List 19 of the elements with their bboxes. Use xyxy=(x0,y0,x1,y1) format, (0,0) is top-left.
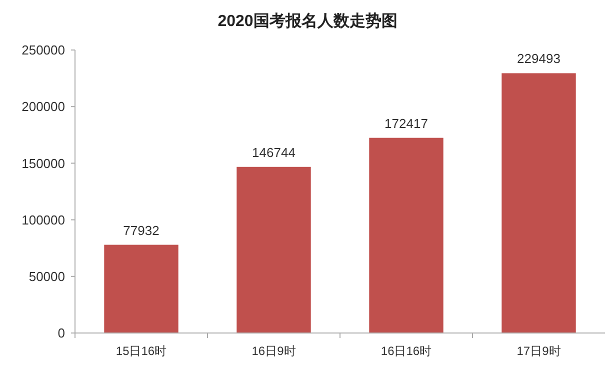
y-tick-label: 100000 xyxy=(22,212,65,228)
x-tick-label: 16日9时 xyxy=(252,344,296,358)
bar xyxy=(236,166,311,333)
y-tick-label: 150000 xyxy=(22,156,65,171)
data-label: 172417 xyxy=(384,116,428,131)
bar xyxy=(502,73,576,333)
data-label: 146744 xyxy=(252,144,296,160)
data-label: 229493 xyxy=(517,51,560,66)
x-tick-label: 15日16时 xyxy=(116,344,167,358)
y-tick-label: 50000 xyxy=(28,268,65,284)
y-tick-label: 250000 xyxy=(22,42,65,58)
x-tick-label: 16日16时 xyxy=(380,344,432,358)
chart-title: 2020国考报名人数走势图 xyxy=(218,12,398,30)
y-tick-label: 0 xyxy=(58,326,65,341)
y-tick-label: 200000 xyxy=(22,99,65,114)
x-tick-label: 17日9时 xyxy=(516,344,561,358)
data-label: 77932 xyxy=(123,222,160,238)
bar xyxy=(369,138,444,333)
bar xyxy=(104,244,178,333)
